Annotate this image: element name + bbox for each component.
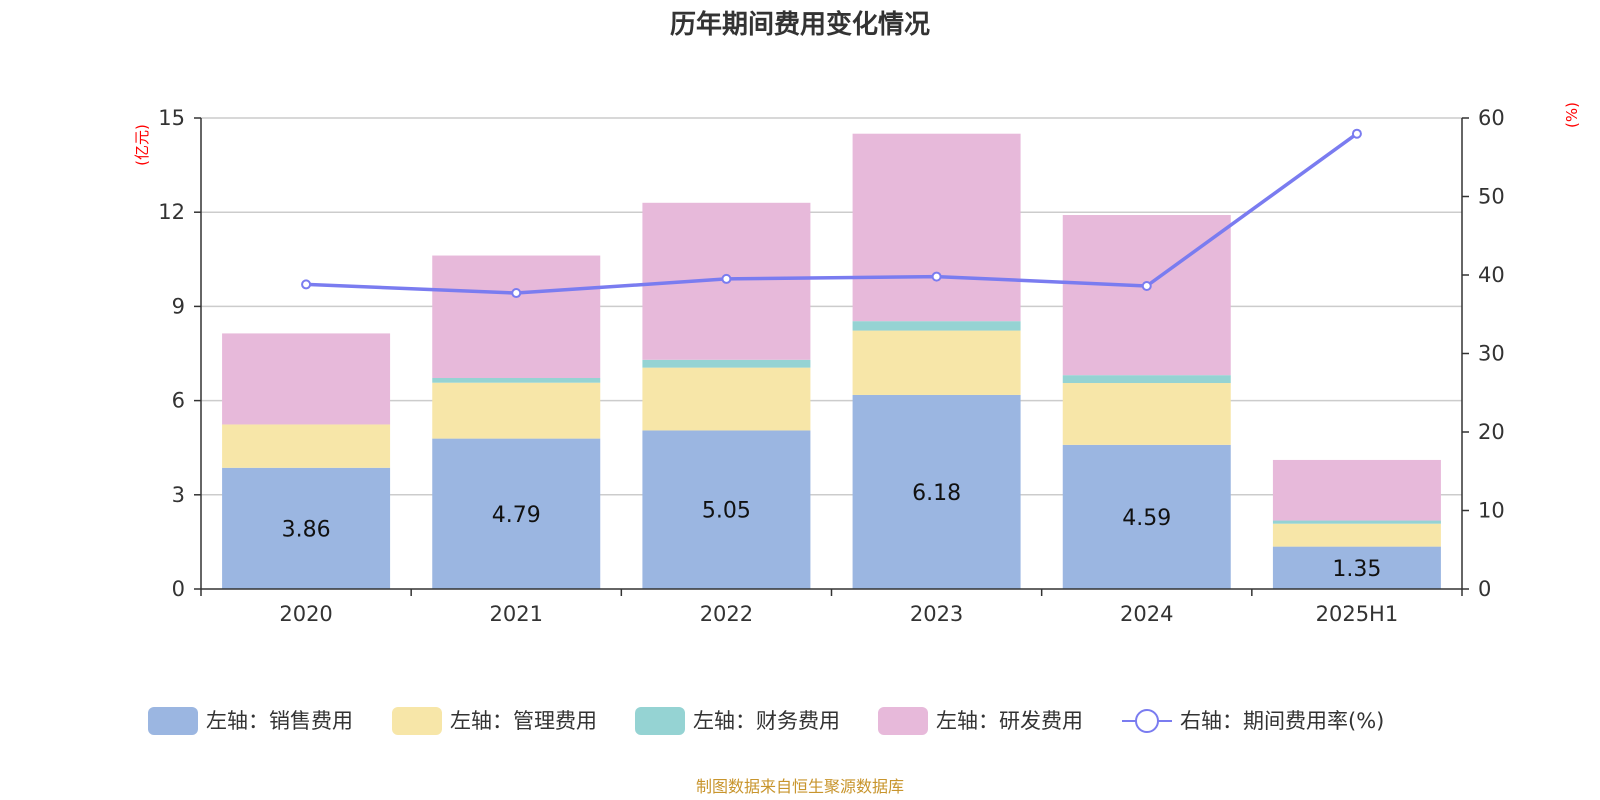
source-note: 制图数据来自恒生聚源数据库 <box>696 777 904 796</box>
left-tick-label: 15 <box>158 106 185 130</box>
legend-label: 左轴：管理费用 <box>450 709 597 733</box>
rate-point <box>721 273 732 284</box>
bars-layer <box>222 133 1441 589</box>
x-tick-label: 2021 <box>490 602 543 626</box>
legend-label: 左轴：研发费用 <box>936 709 1083 733</box>
axes-layer: 0 3 6 9 12 15 0 10 20 30 40 50 60 2020 2021 2022 2023 202… <box>133 102 1581 626</box>
legend-label: 左轴：财务费用 <box>693 709 840 733</box>
bar-segment <box>432 438 601 589</box>
bar-segment <box>852 321 1021 331</box>
right-tick-label: 10 <box>1478 499 1505 523</box>
legend-swatch <box>635 707 685 735</box>
bar-segment <box>1062 383 1231 445</box>
left-tick-label: 3 <box>172 483 185 507</box>
left-tick-label: 6 <box>172 389 185 413</box>
legend-label: 右轴：期间费用率(%) <box>1180 709 1384 733</box>
bar-value-label: 1.35 <box>1332 557 1381 582</box>
x-tick-label: 2024 <box>1120 602 1173 626</box>
bar-segment <box>852 394 1021 589</box>
bar-value-label: 4.59 <box>1122 506 1171 531</box>
bar-segment <box>1272 459 1441 521</box>
bar-segment <box>1062 444 1231 589</box>
bar-segment <box>432 255 601 378</box>
bar-segment <box>642 359 811 368</box>
bar-segment <box>852 330 1021 395</box>
left-tick-label: 0 <box>172 577 185 601</box>
right-tick-label: 0 <box>1478 577 1491 601</box>
right-tick-label: 50 <box>1478 185 1505 209</box>
right-tick-label: 20 <box>1478 420 1505 444</box>
line-layer <box>301 128 1362 299</box>
right-tick-label: 30 <box>1478 342 1505 366</box>
bar-segment <box>642 430 811 589</box>
x-tick-label: 2023 <box>910 602 963 626</box>
chart-title: 历年期间费用变化情况 <box>670 9 930 40</box>
right-tick-label: 40 <box>1478 263 1505 287</box>
right-tick-label: 60 <box>1478 106 1505 130</box>
legend-swatch-marker <box>1135 709 1159 733</box>
bar-segment <box>222 467 391 589</box>
bar-segment <box>432 382 601 439</box>
legend-label: 左轴：销售费用 <box>206 709 353 733</box>
legend-swatch <box>148 707 198 735</box>
bar-segment <box>1272 546 1441 589</box>
rate-point <box>301 279 312 290</box>
bar-segment <box>852 133 1021 322</box>
grid-lines <box>201 117 1462 496</box>
left-axis-unit: (亿元) <box>133 124 151 166</box>
x-tick-label: 2022 <box>700 602 753 626</box>
legend-swatch <box>878 707 928 735</box>
left-tick-label: 12 <box>158 200 185 224</box>
bar-segment <box>1062 215 1231 376</box>
legend-swatch <box>392 707 442 735</box>
bar-segment <box>222 333 391 425</box>
x-tick-label: 2020 <box>279 602 332 626</box>
x-tick-label: 2025H1 <box>1316 602 1399 626</box>
bar-segment <box>1062 375 1231 384</box>
data-labels-layer: 3.86 4.79 5.05 6.18 4.59 1.35 <box>282 481 1382 582</box>
rate-line <box>306 132 1358 295</box>
bar-segment <box>1272 523 1441 547</box>
bar-segment <box>432 377 601 383</box>
bar-value-label: 4.79 <box>492 503 541 528</box>
bar-value-label: 6.18 <box>912 481 961 506</box>
rate-point <box>1141 280 1152 291</box>
bar-segment <box>222 424 391 468</box>
rate-point <box>931 271 942 282</box>
bar-value-label: 3.86 <box>282 517 331 542</box>
right-axis-unit: (%) <box>1563 102 1581 128</box>
left-tick-label: 9 <box>172 294 185 318</box>
rate-point <box>511 288 522 299</box>
rate-point <box>1351 128 1362 139</box>
legend: 左轴：销售费用 左轴：管理费用 左轴：财务费用 左轴：研发费用 右轴：期间费用率(%) <box>148 707 1384 735</box>
bar-value-label: 5.05 <box>702 499 751 524</box>
bar-segment <box>642 367 811 431</box>
bar-segment <box>1272 520 1441 524</box>
